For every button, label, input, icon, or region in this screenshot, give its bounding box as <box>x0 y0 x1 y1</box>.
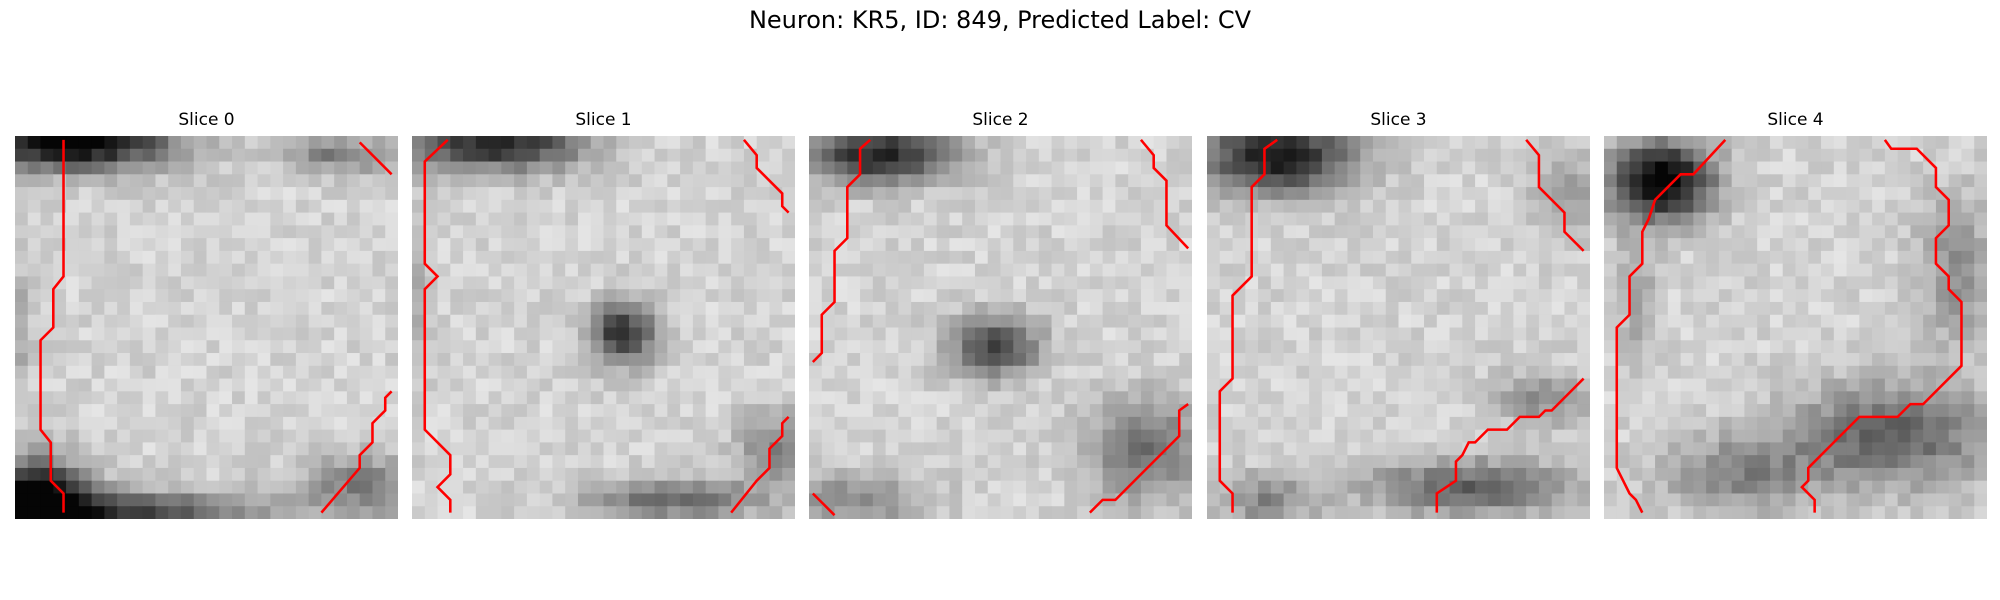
slice-image <box>1604 136 1987 519</box>
contour-line <box>730 415 790 514</box>
slice-title: Slice 3 <box>1370 110 1427 130</box>
contour-line <box>1435 377 1585 513</box>
slice-title: Slice 4 <box>1767 110 1824 130</box>
slice-image <box>15 136 398 519</box>
slice-image <box>809 136 1192 519</box>
contour-line <box>320 390 393 514</box>
slice-panel-0: Slice 0 <box>15 108 398 519</box>
slice-panel-4: Slice 4 <box>1604 108 1987 519</box>
contour-line <box>811 138 872 363</box>
contour-line <box>358 141 393 176</box>
slice-title: Slice 2 <box>972 110 1029 130</box>
contour-line <box>1615 138 1727 514</box>
slice-panel-2: Slice 2 <box>809 108 1192 519</box>
contour-line <box>1139 139 1190 250</box>
contour-line <box>423 138 452 513</box>
contour-line <box>1088 403 1189 514</box>
slice-panel-3: Slice 3 <box>1207 108 1590 519</box>
contour-line <box>811 492 836 517</box>
contour-line <box>1800 139 1963 513</box>
slice-title: Slice 0 <box>178 110 235 130</box>
contour-line <box>742 139 790 214</box>
contour-line <box>1218 138 1278 513</box>
figure-title: Neuron: KR5, ID: 849, Predicted Label: C… <box>748 6 1252 34</box>
contour-line <box>1525 139 1585 252</box>
slice-image <box>412 136 795 519</box>
contour-line <box>39 139 65 513</box>
slice-title: Slice 1 <box>575 110 632 130</box>
slice-panel-1: Slice 1 <box>412 108 795 519</box>
slice-image <box>1207 136 1590 519</box>
